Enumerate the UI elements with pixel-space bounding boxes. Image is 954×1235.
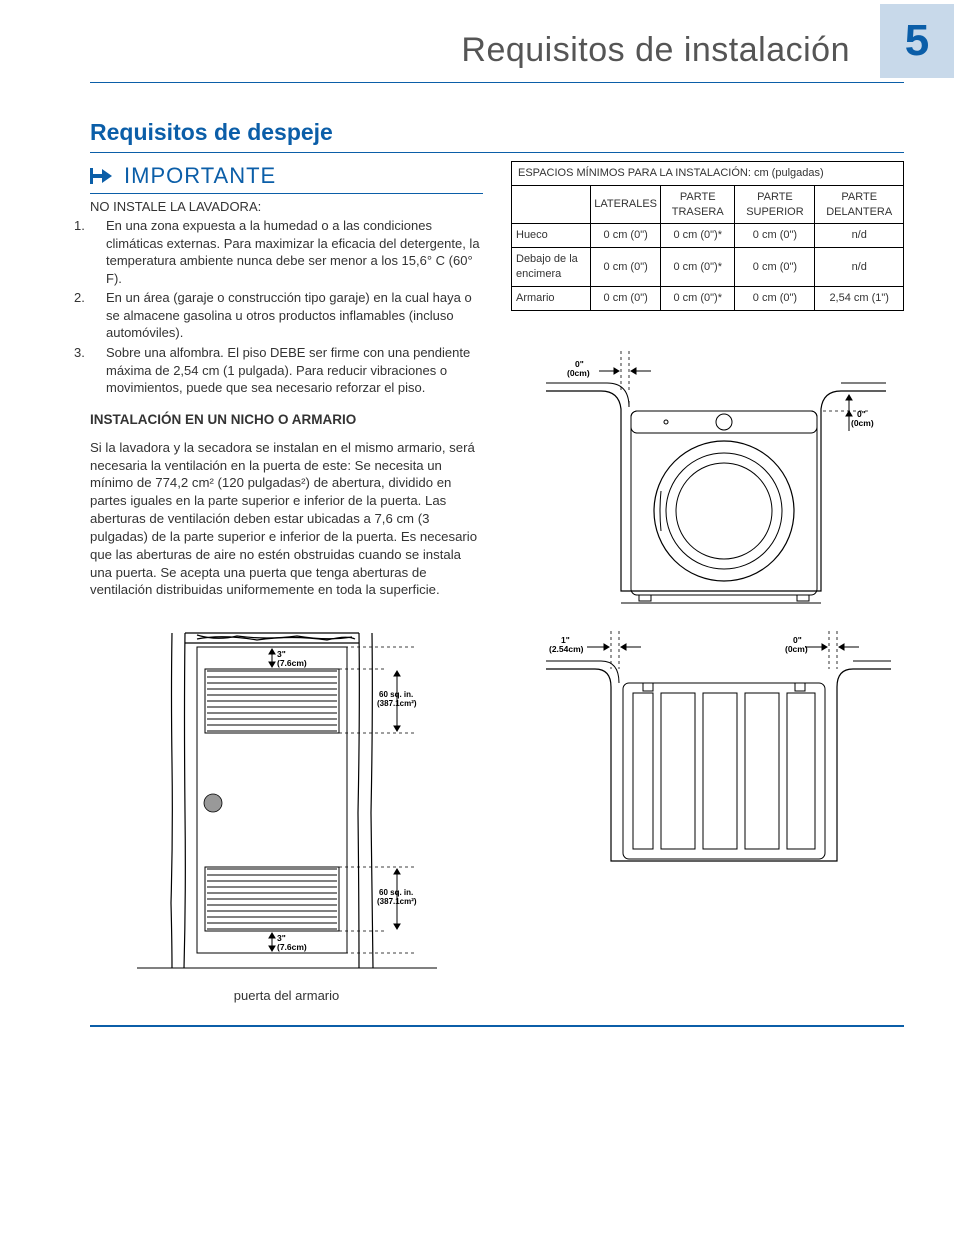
nicho-text: Si la lavadora y la secadora se instalan…: [90, 439, 483, 599]
list-item: 3.Sobre una alfombra. El piso DEBE ser f…: [106, 344, 483, 397]
dim-vent-top-cm: (387.1cm²): [377, 699, 417, 708]
table-row: Hueco 0 cm (0") 0 cm (0")* 0 cm (0") n/d: [512, 224, 904, 248]
th-trasera: PARTE TRASERA: [661, 185, 735, 224]
door-caption: puerta del armario: [90, 987, 483, 1005]
th-superior: PARTE SUPERIOR: [735, 185, 815, 224]
dim-bot-gap-cm: (7.6cm): [277, 942, 307, 952]
washer-diagram: 0" (0cm) 0" (0cm): [511, 341, 904, 886]
dim-front-tl-cm: (0cm): [567, 368, 590, 378]
no-install-lead: NO INSTALE LA LAVADORA:: [90, 198, 483, 216]
section-title: Requisitos de despeje: [90, 117, 904, 153]
page-title: Requisitos de instalación: [461, 28, 850, 74]
dim-vent-top: 60 sq. in.: [379, 690, 413, 699]
dim-top-right-cm: (0cm): [785, 644, 808, 654]
th-blank: [512, 185, 591, 224]
table-title: ESPACIOS MÍNIMOS PARA LA INSTALACIÓN: cm…: [512, 161, 904, 185]
footer-rule: [90, 1025, 904, 1027]
page-number: 5: [880, 4, 954, 78]
list-item: 2.En un área (garaje o construcción tipo…: [106, 289, 483, 342]
table-row: Armario 0 cm (0") 0 cm (0")* 0 cm (0") 2…: [512, 287, 904, 311]
th-laterales: LATERALES: [591, 185, 661, 224]
dim-vent-bot: 60 sq. in.: [379, 888, 413, 897]
importante-label: IMPORTANTE: [124, 161, 276, 191]
table-row: Debajo de la encimera 0 cm (0") 0 cm (0"…: [512, 248, 904, 287]
clearance-table: ESPACIOS MÍNIMOS PARA LA INSTALACIÓN: cm…: [511, 161, 904, 311]
importante-heading: IMPORTANTE: [90, 161, 483, 194]
arrow-icon: [90, 166, 114, 186]
page-header: Requisitos de instalación 5: [90, 28, 904, 83]
warning-list: 1.En una zona expuesta a la humedad o a …: [90, 217, 483, 396]
dim-top-left-cm: (2.54cm): [549, 644, 584, 654]
door-diagram: 3" (7.6cm) 3" (7.6cm): [90, 613, 483, 1005]
dim-front-tr-cm: (0cm): [851, 418, 874, 428]
nicho-heading: INSTALACIÓN EN UN NICHO O ARMARIO: [90, 411, 483, 429]
list-item: 1.En una zona expuesta a la humedad o a …: [106, 217, 483, 287]
dim-vent-bot-cm: (387.1cm²): [377, 897, 417, 906]
th-delantera: PARTE DELANTERA: [815, 185, 904, 224]
dim-top-gap-cm: (7.6cm): [277, 658, 307, 668]
